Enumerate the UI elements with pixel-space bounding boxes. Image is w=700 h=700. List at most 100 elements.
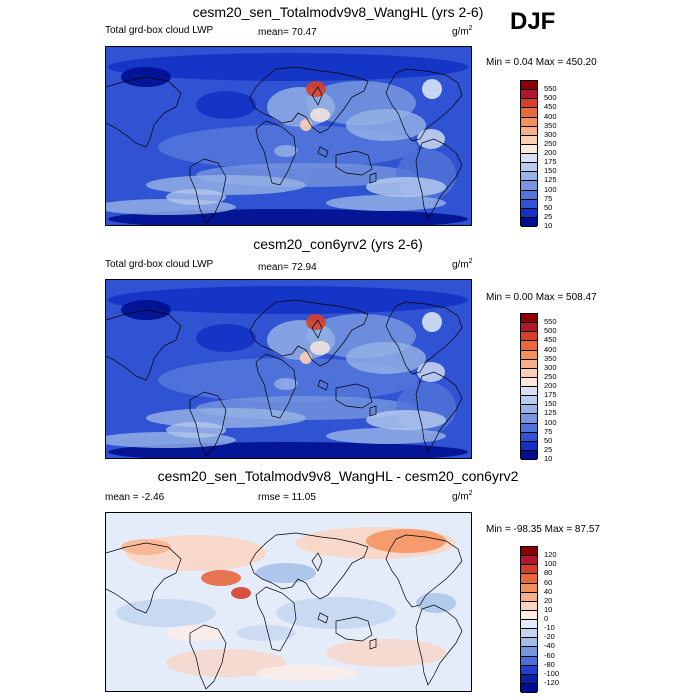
colorbar-segment [521, 656, 537, 666]
colorbar-tick-label: 400 [544, 111, 557, 121]
colorbar-tick-label: -60 [544, 650, 555, 660]
colorbar-segment [521, 90, 537, 100]
panel-1-variable-label: Total grd-box cloud LWP [105, 25, 214, 36]
colorbar-tick-label: 120 [544, 550, 557, 560]
colorbar-tick-label: 250 [544, 138, 557, 148]
colorbar-segment [521, 547, 537, 557]
panel-3-units: g/m2 [452, 490, 473, 503]
colorbar-segment [521, 108, 537, 118]
colorbar-tick-label: 50 [544, 202, 553, 212]
colorbar-segment [521, 647, 537, 657]
colorbar-tick-label: -10 [544, 623, 555, 633]
colorbar-segment [521, 314, 537, 324]
panel-3-colorbar [520, 546, 538, 693]
coastlines [106, 66, 463, 224]
colorbar-segment [521, 117, 537, 127]
colorbar-tick-label: 200 [544, 381, 557, 390]
colorbar-tick-label: 10 [544, 454, 553, 463]
colorbar-tick-label: 550 [544, 84, 557, 94]
colorbar-tick-label: 200 [544, 148, 557, 157]
colorbar-tick-label: -40 [544, 641, 555, 651]
panel-1-mean: mean= 70.47 [258, 27, 317, 38]
colorbar-tick-label: 175 [544, 157, 557, 167]
panel-1-map [105, 46, 472, 226]
coastlines [106, 532, 463, 690]
panel-2-title: cesm20_con6yrv2 (yrs 2-6) [253, 236, 423, 252]
colorbar-segment [521, 368, 537, 378]
coastlines [106, 299, 463, 457]
colorbar-segment [521, 574, 537, 584]
colorbar-segment [521, 323, 537, 333]
colorbar-tick-label: 100 [544, 559, 557, 569]
panel-2-variable-label: Total grd-box cloud LWP [105, 259, 214, 270]
colorbar-segment [521, 583, 537, 593]
colorbar-tick-label: 25 [544, 211, 553, 221]
colorbar-tick-label: 75 [544, 193, 553, 203]
colorbar-segment [521, 620, 537, 630]
colorbar-segment [521, 99, 537, 109]
colorbar-tick-label: 450 [544, 335, 557, 345]
colorbar-tick-label: 500 [544, 93, 557, 103]
colorbar-tick-label: 10 [544, 604, 553, 614]
colorbar-segment [521, 126, 537, 136]
data-field [106, 47, 471, 225]
colorbar-tick-label: 450 [544, 102, 557, 112]
colorbar-tick-label: 125 [544, 408, 557, 418]
colorbar-tick-label: 0 [544, 614, 549, 623]
colorbar-tick-label: 150 [544, 166, 557, 176]
colorbar-segment [521, 135, 537, 145]
colorbar-segment [521, 154, 537, 164]
colorbar-segment [521, 377, 537, 387]
colorbar-segment [521, 359, 537, 369]
colorbar-tick-label: 350 [544, 353, 557, 363]
colorbar-segment [521, 414, 537, 424]
panel-1-title: cesm20_sen_Totalmodv9v8_WangHL (yrs 2-6) [192, 4, 484, 20]
colorbar-segment [521, 81, 537, 91]
colorbar-segment [521, 387, 537, 397]
colorbar-tick-label: 10 [544, 221, 553, 230]
colorbar-tick-label: 75 [544, 426, 553, 436]
panel-1-units: g/m2 [452, 25, 473, 38]
colorbar-tick-label: -80 [544, 659, 555, 669]
colorbar-segment [521, 332, 537, 342]
colorbar-segment [521, 450, 537, 460]
colorbar-tick-label: 80 [544, 568, 553, 578]
panel-3-map [105, 512, 472, 692]
colorbar-segment [521, 423, 537, 433]
panel-3-mean: mean = -2.46 [105, 492, 165, 503]
colorbar-tick-label: 350 [544, 120, 557, 130]
colorbar-segment [521, 592, 537, 602]
colorbar-tick-label: 400 [544, 344, 557, 354]
colorbar-segment [521, 350, 537, 360]
season-label: DJF [510, 8, 556, 35]
data-field [106, 280, 471, 458]
colorbar-segment [521, 144, 537, 154]
panel-2-colorbar [520, 313, 538, 460]
colorbar-tick-label: 150 [544, 399, 557, 409]
colorbar-tick-label: 100 [544, 184, 557, 194]
panel-3-minmax: Min = -98.35 Max = 87.57 [486, 524, 600, 535]
colorbar-segment [521, 208, 537, 218]
colorbar-tick-label: 500 [544, 326, 557, 336]
colorbar-tick-label: 50 [544, 435, 553, 445]
colorbar-segment [521, 199, 537, 209]
colorbar-tick-label: 25 [544, 444, 553, 454]
panel-1-minmax: Min = 0.04 Max = 450.20 [486, 57, 597, 68]
colorbar-tick-label: -20 [544, 632, 555, 642]
colorbar-tick-label: 175 [544, 390, 557, 400]
colorbar-segment [521, 217, 537, 227]
panel-1-colorbar [520, 80, 538, 227]
colorbar-tick-label: 250 [544, 371, 557, 381]
colorbar-segment [521, 441, 537, 451]
colorbar-tick-label: 125 [544, 175, 557, 185]
colorbar-segment [521, 396, 537, 406]
colorbar-tick-label: -100 [544, 668, 560, 678]
data-field [106, 513, 471, 691]
colorbar-segment [521, 190, 537, 200]
panel-2-minmax: Min = 0.00 Max = 508.47 [486, 292, 597, 303]
colorbar-tick-label: 550 [544, 317, 557, 327]
colorbar-segment [521, 610, 537, 620]
panel-3-rmse: rmse = 11.05 [258, 492, 316, 503]
colorbar-segment [521, 638, 537, 648]
panel-2-mean: mean= 72.94 [258, 262, 317, 273]
